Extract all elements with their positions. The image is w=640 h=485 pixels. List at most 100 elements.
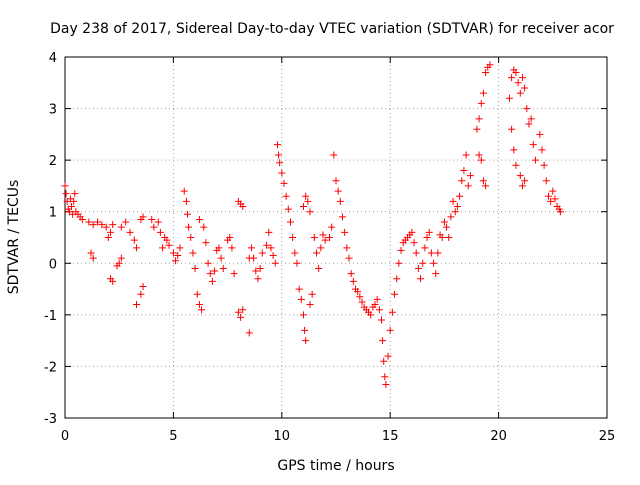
data-point: [339, 213, 347, 221]
data-point: [289, 234, 297, 241]
data-point: [414, 264, 422, 272]
data-point: [182, 197, 190, 205]
data-point: [512, 161, 520, 169]
data-point: [556, 208, 564, 216]
data-point: [456, 192, 464, 200]
x-tick-label: 10: [274, 429, 291, 444]
data-point: [191, 264, 199, 272]
data-point: [282, 192, 290, 200]
data-point: [531, 156, 539, 164]
data-point: [388, 308, 396, 316]
data-point: [154, 218, 162, 226]
data-point: [371, 301, 379, 309]
data-point: [516, 89, 524, 97]
data-point: [286, 218, 294, 226]
y-tick-label: 0: [49, 257, 57, 272]
data-point: [278, 169, 286, 177]
data-point: [265, 228, 273, 236]
x-tick-label: 20: [490, 429, 507, 444]
data-point: [321, 236, 329, 244]
data-point: [529, 141, 537, 149]
data-point: [482, 182, 490, 190]
data-point: [122, 218, 130, 226]
data-point: [317, 244, 325, 252]
data-point: [421, 244, 429, 252]
data-point: [250, 254, 258, 262]
data-point: [378, 316, 386, 324]
data-point: [275, 151, 283, 159]
data-point: [373, 295, 381, 303]
data-point: [126, 228, 134, 236]
data-point: [102, 223, 110, 231]
data-point: [267, 244, 275, 252]
data-points: [61, 61, 564, 388]
y-axis-label: SDTVAR / TECUs: [6, 180, 22, 295]
data-point: [271, 259, 279, 267]
data-point: [62, 190, 70, 198]
data-point: [475, 115, 483, 123]
data-point: [486, 61, 494, 69]
data-point: [466, 172, 474, 180]
y-tick-label: -3: [44, 412, 57, 427]
data-point: [226, 234, 234, 241]
data-point: [386, 326, 394, 334]
data-point: [341, 228, 349, 236]
data-point: [447, 213, 455, 221]
y-tick-label: 2: [49, 154, 57, 169]
data-point: [518, 182, 526, 190]
data-point: [354, 288, 362, 296]
data-point: [245, 329, 253, 337]
data-point: [449, 197, 457, 205]
data-point: [462, 151, 470, 159]
data-point: [183, 210, 191, 218]
data-point: [85, 218, 93, 226]
y-tick-label: 4: [49, 51, 57, 66]
data-point: [87, 249, 95, 257]
grid-lines: [65, 57, 607, 418]
data-point: [176, 244, 184, 252]
data-point: [195, 301, 203, 309]
data-point: [187, 234, 195, 241]
y-tick-label: 1: [49, 206, 57, 221]
data-point: [228, 244, 236, 252]
data-point: [202, 239, 210, 247]
data-point: [159, 244, 167, 252]
data-point: [247, 244, 255, 252]
data-point: [345, 254, 353, 262]
data-point: [458, 177, 466, 185]
data-point: [189, 249, 197, 257]
data-point: [482, 68, 490, 76]
data-point: [297, 295, 305, 303]
data-point: [527, 115, 535, 123]
data-point: [94, 218, 102, 226]
data-point: [230, 270, 238, 278]
data-point: [139, 213, 147, 221]
data-point: [70, 197, 78, 205]
data-point: [304, 197, 312, 205]
data-point: [453, 203, 461, 211]
data-point: [547, 197, 555, 205]
data-point: [107, 228, 115, 236]
data-point: [412, 249, 420, 257]
data-point: [133, 244, 141, 252]
x-tick-label: 15: [382, 429, 399, 444]
data-point: [239, 306, 247, 314]
data-point: [551, 195, 559, 203]
data-point: [347, 270, 355, 278]
data-point: [328, 223, 336, 231]
data-point: [89, 221, 97, 229]
data-point: [239, 203, 247, 211]
data-point: [475, 151, 483, 159]
data-point: [432, 270, 440, 278]
data-point: [382, 380, 390, 388]
data-point: [115, 259, 123, 267]
data-point: [479, 89, 487, 97]
data-point: [98, 221, 106, 229]
data-point: [381, 373, 389, 381]
data-point: [518, 74, 526, 82]
data-point: [284, 205, 292, 213]
data-point: [195, 215, 203, 223]
data-point: [536, 130, 544, 138]
data-point: [512, 68, 520, 76]
